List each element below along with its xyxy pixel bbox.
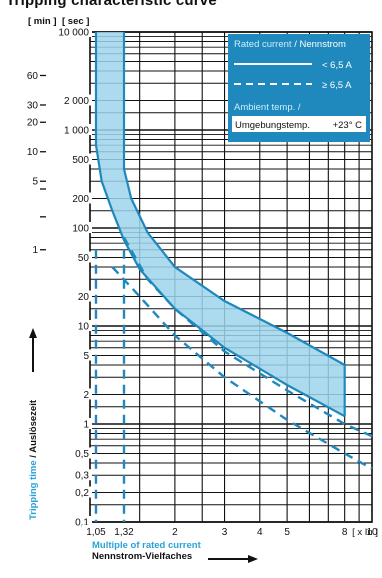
sec-tick-label: 50 <box>78 253 90 264</box>
min-tick-label: 1 <box>32 245 38 256</box>
band-solid-fill <box>96 32 345 417</box>
legend-ambient-value: +23° C <box>333 120 363 131</box>
x-axis-title-en: Multiple of rated current <box>92 540 202 551</box>
sec-tick-label: 500 <box>72 155 89 166</box>
y-axis-arrowhead <box>29 328 37 338</box>
sec-tick-bg <box>60 124 92 135</box>
x-tick-label: 3 <box>222 527 228 538</box>
band-dashed-upper-curve <box>122 236 373 438</box>
x-tick-label: 4 <box>257 527 263 538</box>
sec-tick-label: 0,2 <box>75 488 89 499</box>
sec-tick-bg <box>71 222 92 233</box>
plot-frame <box>89 31 373 523</box>
min-tick-label: 20 <box>27 118 39 129</box>
sec-tick-bg <box>71 486 92 498</box>
x-tick-label: 1,05 <box>86 527 106 538</box>
sec-tick-label: 1 000 <box>64 126 89 137</box>
y-axis-title: Tripping time / Auslösezeit <box>28 399 39 520</box>
x-tick-bg <box>282 525 293 537</box>
sec-tick-bg <box>71 469 92 481</box>
sec-tick-label: 10 <box>78 322 90 333</box>
sec-tick-label: 5 <box>83 351 89 362</box>
x-tick-bg <box>110 525 139 537</box>
x-tick-bg <box>364 525 380 537</box>
x-tick-label: 1,32 <box>114 527 134 538</box>
sec-tick-label: 1 <box>83 420 89 431</box>
sec-tick-bg <box>76 320 92 331</box>
min-tick-label: 5 <box>32 177 38 188</box>
sec-tick-bg <box>82 418 92 429</box>
legend-ambient-en: Ambient temp. / <box>234 102 301 113</box>
x-tick-label: 8 <box>342 527 348 538</box>
sec-tick-bg <box>76 251 92 263</box>
legend-ambient-de: Umgebungstemp. <box>235 120 310 131</box>
sec-tick-label: 200 <box>72 194 89 205</box>
sec-tick-bg <box>54 26 92 37</box>
legend-dashed-label: ≥ 6,5 A <box>322 80 352 91</box>
sec-tick-label: 0,1 <box>75 518 89 529</box>
sec-tick-label: 100 <box>72 224 89 235</box>
x-tick-label: 2 <box>172 527 178 538</box>
x-tick-bg <box>254 525 265 537</box>
x-tick-label: 10 <box>366 527 378 538</box>
x-tick-bg <box>81 525 110 537</box>
sec-tick-label: 0,3 <box>75 471 89 482</box>
min-tick-label: 10 <box>27 147 39 158</box>
sec-tick-bg <box>71 153 92 165</box>
min-unit-label: [ min ] <box>28 16 57 27</box>
x-tick-bg <box>169 525 180 537</box>
sec-tick-label: 10 000 <box>58 28 89 39</box>
x-tick-bg <box>339 525 350 537</box>
sec-tick-bg <box>76 290 92 302</box>
min-tick-label: 60 <box>27 71 39 82</box>
sec-tick-bg <box>60 94 92 106</box>
sec-unit-label: [ sec ] <box>62 16 89 27</box>
x-axis-title-de: Nennstrom-Vielfaches <box>92 551 192 562</box>
legend-ambient-bg <box>232 116 366 132</box>
sec-tick-label: 2 <box>83 390 89 401</box>
sec-tick-label: 20 <box>78 292 90 303</box>
x-tick-label: 5 <box>284 527 290 538</box>
x-tick-bg <box>219 525 230 537</box>
sec-tick-bg <box>82 349 92 361</box>
sec-tick-bg <box>82 388 92 400</box>
legend-solid-label: < 6,5 A <box>322 60 353 71</box>
x-unit-label: [ x In ] <box>352 527 378 538</box>
sec-tick-bg <box>71 192 92 204</box>
min-tick-label: 30 <box>27 100 39 111</box>
legend-title: Rated current / Nennstrom <box>234 39 346 50</box>
x-axis-arrowhead <box>248 555 258 563</box>
band-solid-upper-curve <box>122 32 346 366</box>
sec-tick-bg <box>71 516 92 527</box>
chart-title: Tripping characteristic curve <box>6 0 217 9</box>
band-dashed-lower-curve <box>111 266 373 470</box>
sec-tick-bg <box>71 447 92 459</box>
sec-tick-label: 2 000 <box>64 96 89 107</box>
sec-tick-label: 0,5 <box>75 449 89 460</box>
band-solid-lower-curve <box>94 32 346 418</box>
